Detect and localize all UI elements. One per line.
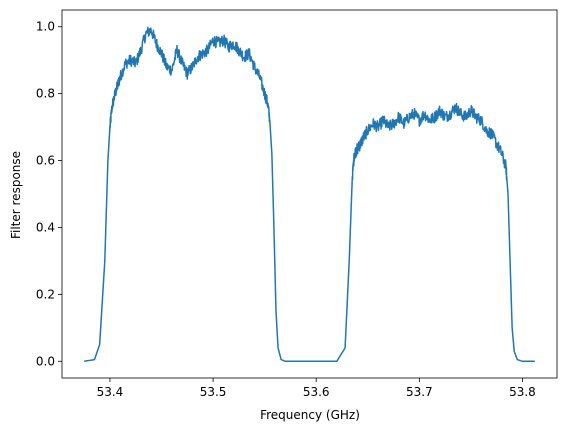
x-tick-label: 53.8 <box>509 385 536 399</box>
y-tick-label: 0.6 <box>36 154 55 168</box>
axes-frame <box>61 9 558 379</box>
x-tick-label: 53.6 <box>303 385 330 399</box>
series-line <box>84 26 535 363</box>
x-axis-ticks: 53.4 53.5 53.6 53.7 53.8 <box>97 378 536 399</box>
x-tick-label: 53.7 <box>406 385 433 399</box>
y-tick-label: 1.0 <box>36 20 55 34</box>
y-tick-label: 0.2 <box>36 287 55 301</box>
y-tick-label: 0.4 <box>36 220 55 234</box>
plot-area <box>61 9 558 379</box>
x-tick-label: 53.5 <box>200 385 227 399</box>
x-tick-label: 53.4 <box>97 385 124 399</box>
y-tick-label: 0.0 <box>36 354 55 368</box>
y-tick-label: 0.8 <box>36 87 55 101</box>
x-axis-label: Frequency (GHz) <box>260 408 360 422</box>
y-axis-ticks: 0.0 0.2 0.4 0.6 0.8 1.0 <box>36 20 62 368</box>
y-axis-label: Filter response <box>9 151 23 239</box>
